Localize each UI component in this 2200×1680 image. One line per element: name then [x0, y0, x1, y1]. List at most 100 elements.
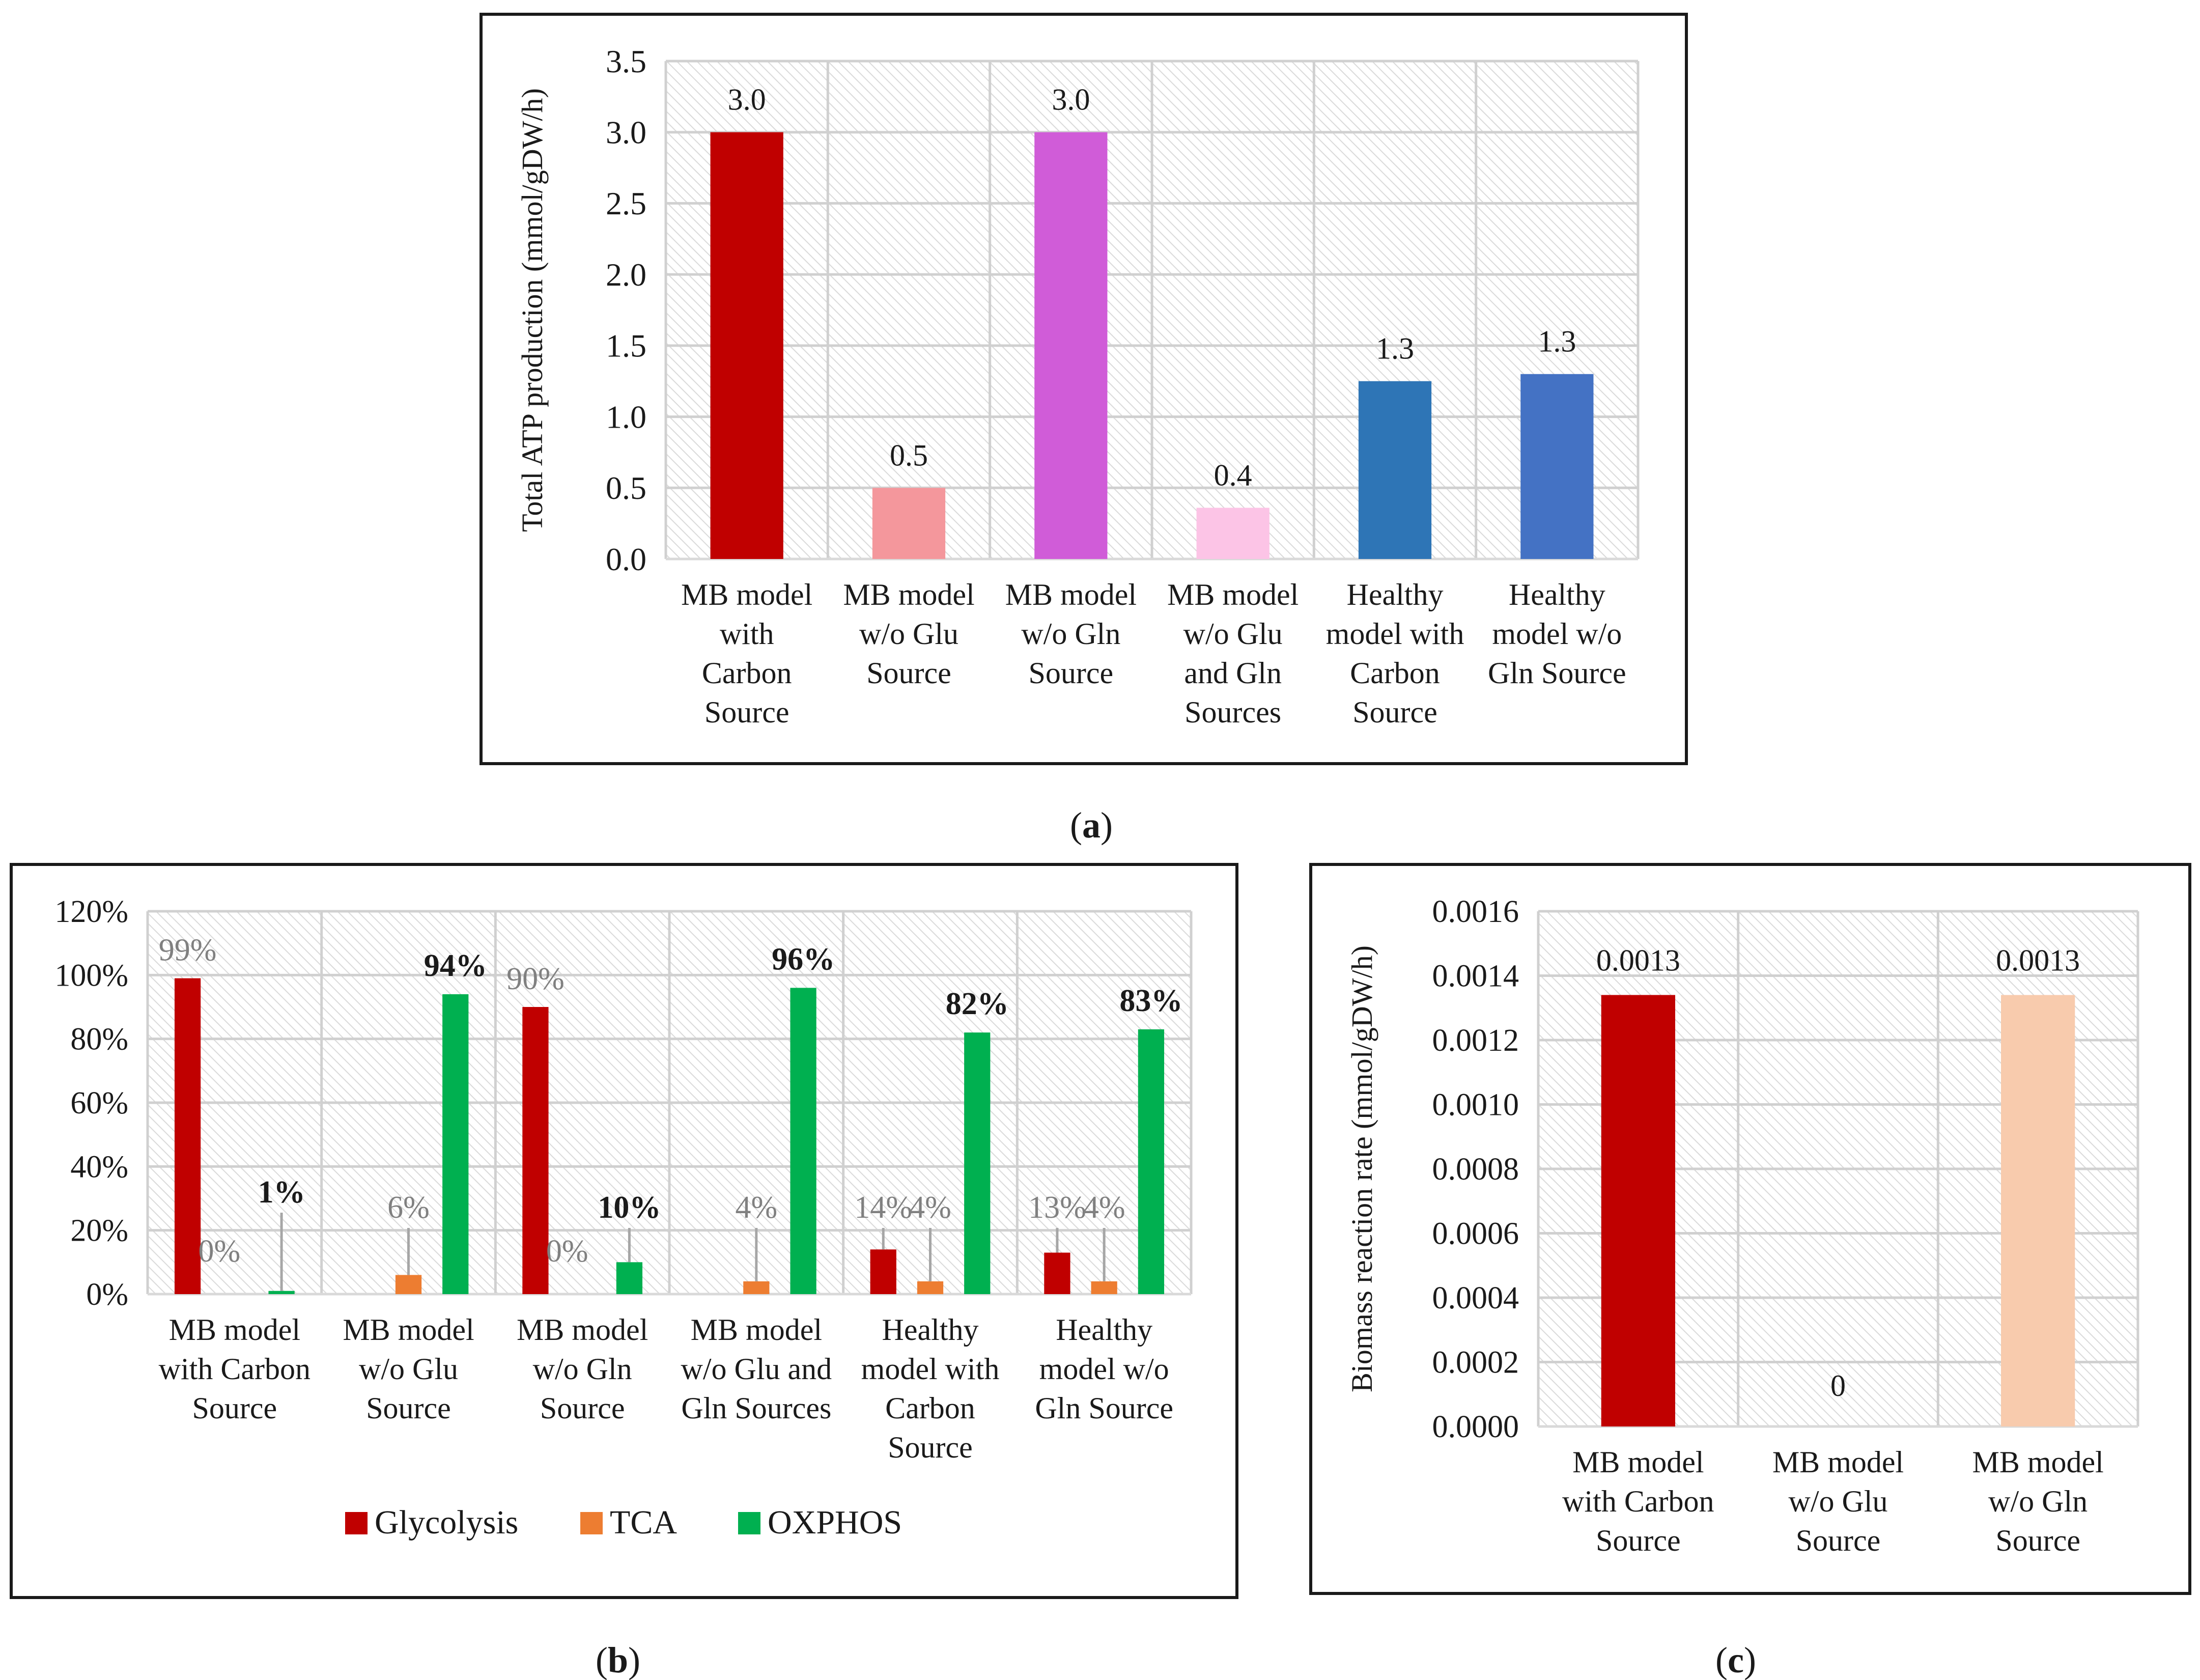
- x-category-label: w/o Gln: [1021, 617, 1120, 651]
- data-label: 3.0: [1052, 83, 1090, 117]
- y-axis-title: Biomass reaction rate (mmol/gDW/h): [1345, 945, 1378, 1392]
- bar-tca: [395, 1275, 422, 1294]
- y-axis-title: Total ATP production (mmol/gDW/h): [516, 88, 549, 532]
- legend-label: OXPHOS: [768, 1504, 902, 1541]
- y-tick-label: 2.0: [606, 257, 646, 293]
- y-tick-label: 100%: [54, 958, 128, 993]
- y-tick-label: 80%: [70, 1022, 128, 1057]
- bar-oxphos: [268, 1291, 295, 1294]
- x-category-label: Gln Sources: [681, 1391, 831, 1425]
- data-label: 0.0013: [1996, 943, 2080, 977]
- x-category-label: w/o Glu: [859, 617, 958, 651]
- chart-a: 0.0 0.5 1.0 1.5 2.0 2.5 3.0 3.5 MB model with Carb…: [516, 43, 1640, 729]
- x-category-label: Source: [366, 1391, 451, 1425]
- data-label: 3.0: [728, 83, 766, 117]
- data-label: 1.3: [1376, 332, 1414, 366]
- x-category-label: w/o Gln: [533, 1352, 632, 1386]
- legend-swatch-glycolysis: [345, 1512, 368, 1534]
- x-category-label: Healthy: [1509, 578, 1605, 611]
- y-tick-label: 20%: [70, 1214, 128, 1248]
- data-label: 14%: [854, 1190, 912, 1225]
- data-label: 82%: [946, 987, 1009, 1021]
- x-category-label: Carbon: [702, 656, 792, 690]
- bar: [1601, 995, 1675, 1426]
- y-tick-label: 0.0010: [1432, 1088, 1519, 1123]
- bar-oxphos: [442, 994, 469, 1294]
- bar: [710, 132, 783, 559]
- x-category-label: MB model: [517, 1313, 648, 1347]
- data-label: 6%: [387, 1190, 430, 1225]
- x-category-label: w/o Glu: [359, 1352, 458, 1386]
- y-tick-label: 1.5: [606, 328, 646, 364]
- bar-oxphos: [964, 1032, 991, 1294]
- data-label: 10%: [598, 1190, 661, 1225]
- legend-label: TCA: [610, 1504, 677, 1541]
- x-category-label: Source: [540, 1391, 625, 1425]
- x-category-label: Source: [192, 1391, 277, 1425]
- bar-glycolysis: [174, 978, 201, 1294]
- chart-c: 0.0000 0.0002 0.0004 0.0006 0.0008 0.0010 0.00…: [1345, 894, 2139, 1557]
- data-label: 4%: [736, 1190, 778, 1225]
- y-tick-label: 0.0004: [1432, 1281, 1519, 1315]
- x-category-label: MB model: [691, 1313, 822, 1347]
- data-label: 0.4: [1214, 458, 1252, 492]
- data-label: 90%: [506, 962, 565, 996]
- caption-b: (b): [596, 1640, 640, 1680]
- x-category-label: with: [720, 617, 774, 651]
- bar-oxphos: [1138, 1029, 1165, 1294]
- bar-tca: [743, 1281, 770, 1294]
- x-category-label: Source: [1596, 1524, 1681, 1557]
- data-label: 1%: [258, 1175, 305, 1210]
- data-label: 0%: [199, 1234, 241, 1269]
- x-category-label: Source: [704, 695, 789, 729]
- x-category-label: Source: [888, 1431, 973, 1464]
- y-tick-label: 0.0016: [1432, 894, 1519, 929]
- x-category-label: and Gln: [1184, 656, 1282, 690]
- x-category-label: model w/o: [1039, 1352, 1169, 1386]
- x-category-label: Gln Source: [1488, 656, 1626, 690]
- y-tick-label: 120%: [54, 894, 128, 929]
- bar-glycolysis: [1044, 1252, 1070, 1294]
- bar: [872, 488, 946, 559]
- x-category-label: w/o Glu and: [681, 1352, 832, 1386]
- bar: [1358, 381, 1432, 559]
- y-tick-label: 3.0: [606, 114, 646, 150]
- bar: [2001, 995, 2075, 1426]
- x-category-label: model with: [861, 1352, 1000, 1386]
- bar-tca: [1091, 1281, 1117, 1294]
- x-category-label: Source: [1796, 1524, 1881, 1557]
- x-category-label: model with: [1326, 617, 1464, 651]
- y-tick-label: 60%: [70, 1086, 128, 1121]
- data-label: 4%: [909, 1190, 951, 1225]
- x-category-label: Source: [1995, 1524, 2080, 1557]
- caption-a: (a): [1070, 805, 1113, 846]
- bar: [1034, 132, 1108, 559]
- x-category-label: Sources: [1184, 695, 1281, 729]
- y-tick-label: 0.5: [606, 470, 646, 506]
- x-category-label: MB model: [169, 1313, 300, 1347]
- y-tick-label: 0%: [86, 1277, 128, 1312]
- legend-label: Glycolysis: [375, 1504, 518, 1541]
- x-category-label: with Carbon: [1562, 1485, 1714, 1518]
- x-category-label: model w/o: [1492, 617, 1622, 651]
- x-category-label: MB model: [1972, 1445, 2103, 1479]
- legend-swatch-tca: [580, 1512, 603, 1534]
- x-category-label: MB model: [1572, 1445, 1704, 1479]
- x-category-label: w/o Glu: [1789, 1485, 1888, 1518]
- x-category-label: Source: [1352, 695, 1437, 729]
- y-tick-label: 0.0008: [1432, 1152, 1519, 1187]
- y-tick-label: 0.0014: [1432, 959, 1519, 994]
- x-category-label: MB model: [843, 578, 974, 611]
- data-label: 99%: [159, 933, 217, 968]
- x-category-label: MB model: [1772, 1445, 1904, 1479]
- y-tick-label: 40%: [70, 1150, 128, 1184]
- bar-oxphos: [790, 988, 816, 1294]
- x-category-label: Healthy: [1056, 1313, 1152, 1347]
- data-label: 94%: [424, 948, 487, 983]
- x-category-label: Carbon: [1350, 656, 1440, 690]
- x-category-label: MB model: [343, 1313, 474, 1347]
- x-category-label: Source: [866, 656, 951, 690]
- x-category-label: w/o Gln: [1988, 1485, 2088, 1518]
- data-label: 13%: [1028, 1190, 1086, 1225]
- bar: [1520, 374, 1594, 559]
